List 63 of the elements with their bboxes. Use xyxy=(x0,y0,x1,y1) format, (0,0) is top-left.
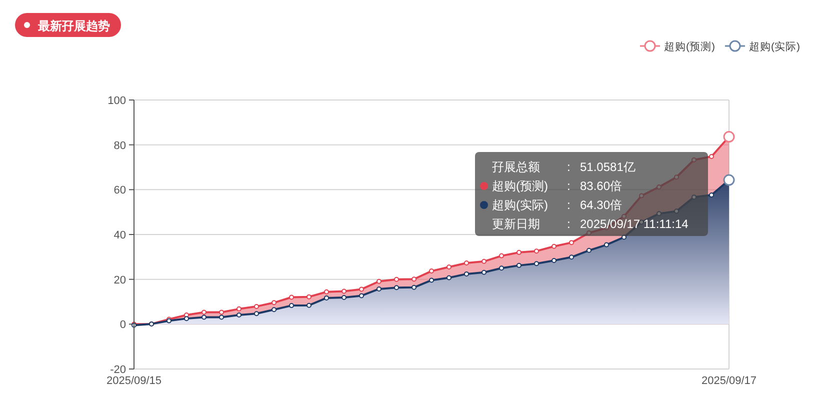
point xyxy=(534,248,539,254)
y-tick-label: 100 xyxy=(108,95,126,107)
point xyxy=(464,271,469,276)
point xyxy=(412,276,416,282)
point xyxy=(604,242,609,248)
y-tick-label: 60 xyxy=(114,184,126,197)
point xyxy=(342,294,346,300)
point xyxy=(569,240,574,246)
point xyxy=(499,266,504,271)
point xyxy=(219,310,224,315)
point xyxy=(446,264,452,270)
point xyxy=(289,294,294,300)
point xyxy=(359,293,364,298)
x-tick-label: 2025/09/15 xyxy=(106,375,162,387)
point xyxy=(569,254,574,260)
point xyxy=(394,285,399,290)
point xyxy=(324,295,329,300)
point xyxy=(184,316,189,322)
point xyxy=(376,286,382,292)
point xyxy=(429,278,434,283)
y-tick-label: 40 xyxy=(114,230,126,242)
point xyxy=(289,303,294,308)
y-tick-label: -20 xyxy=(110,364,126,376)
point xyxy=(709,192,714,198)
point xyxy=(429,268,434,274)
point xyxy=(552,244,556,249)
point xyxy=(516,262,522,268)
point xyxy=(482,258,486,264)
x-tick-label: 2025/09/17 xyxy=(701,375,757,387)
point xyxy=(376,278,382,284)
point xyxy=(516,250,522,255)
y-tick-label: 20 xyxy=(114,274,126,286)
point xyxy=(359,286,364,292)
point xyxy=(394,276,399,282)
point xyxy=(272,307,276,312)
point xyxy=(552,258,556,264)
point xyxy=(499,253,504,258)
point xyxy=(534,261,539,266)
point xyxy=(306,294,312,300)
tooltip: 孖展总额 : 51.0581亿 超购(预测) : 83.60倍 超购(实际) : 64.30倍 更新日期 : 2025/09/17 11:11:14 xyxy=(475,152,708,236)
point xyxy=(412,284,416,290)
point xyxy=(586,248,592,253)
point xyxy=(306,302,312,308)
point xyxy=(254,311,259,316)
point xyxy=(709,154,714,159)
point xyxy=(236,306,242,312)
y-tick-label: 0 xyxy=(120,319,126,332)
point xyxy=(202,314,206,320)
point xyxy=(446,275,452,280)
point xyxy=(342,288,346,294)
point xyxy=(202,310,206,315)
title: 最新孖展趋势 xyxy=(15,13,121,37)
point xyxy=(324,289,329,294)
y-tick-label: 80 xyxy=(114,140,126,152)
point xyxy=(464,260,469,266)
point xyxy=(272,300,276,306)
point xyxy=(236,312,242,318)
point xyxy=(254,304,259,309)
point xyxy=(482,270,486,275)
legend-label: 超购(实际) xyxy=(749,40,800,53)
point xyxy=(219,314,224,320)
legend-label: 超购(预测) xyxy=(664,41,715,53)
chart-title: 最新孖展趋势 xyxy=(37,19,110,33)
